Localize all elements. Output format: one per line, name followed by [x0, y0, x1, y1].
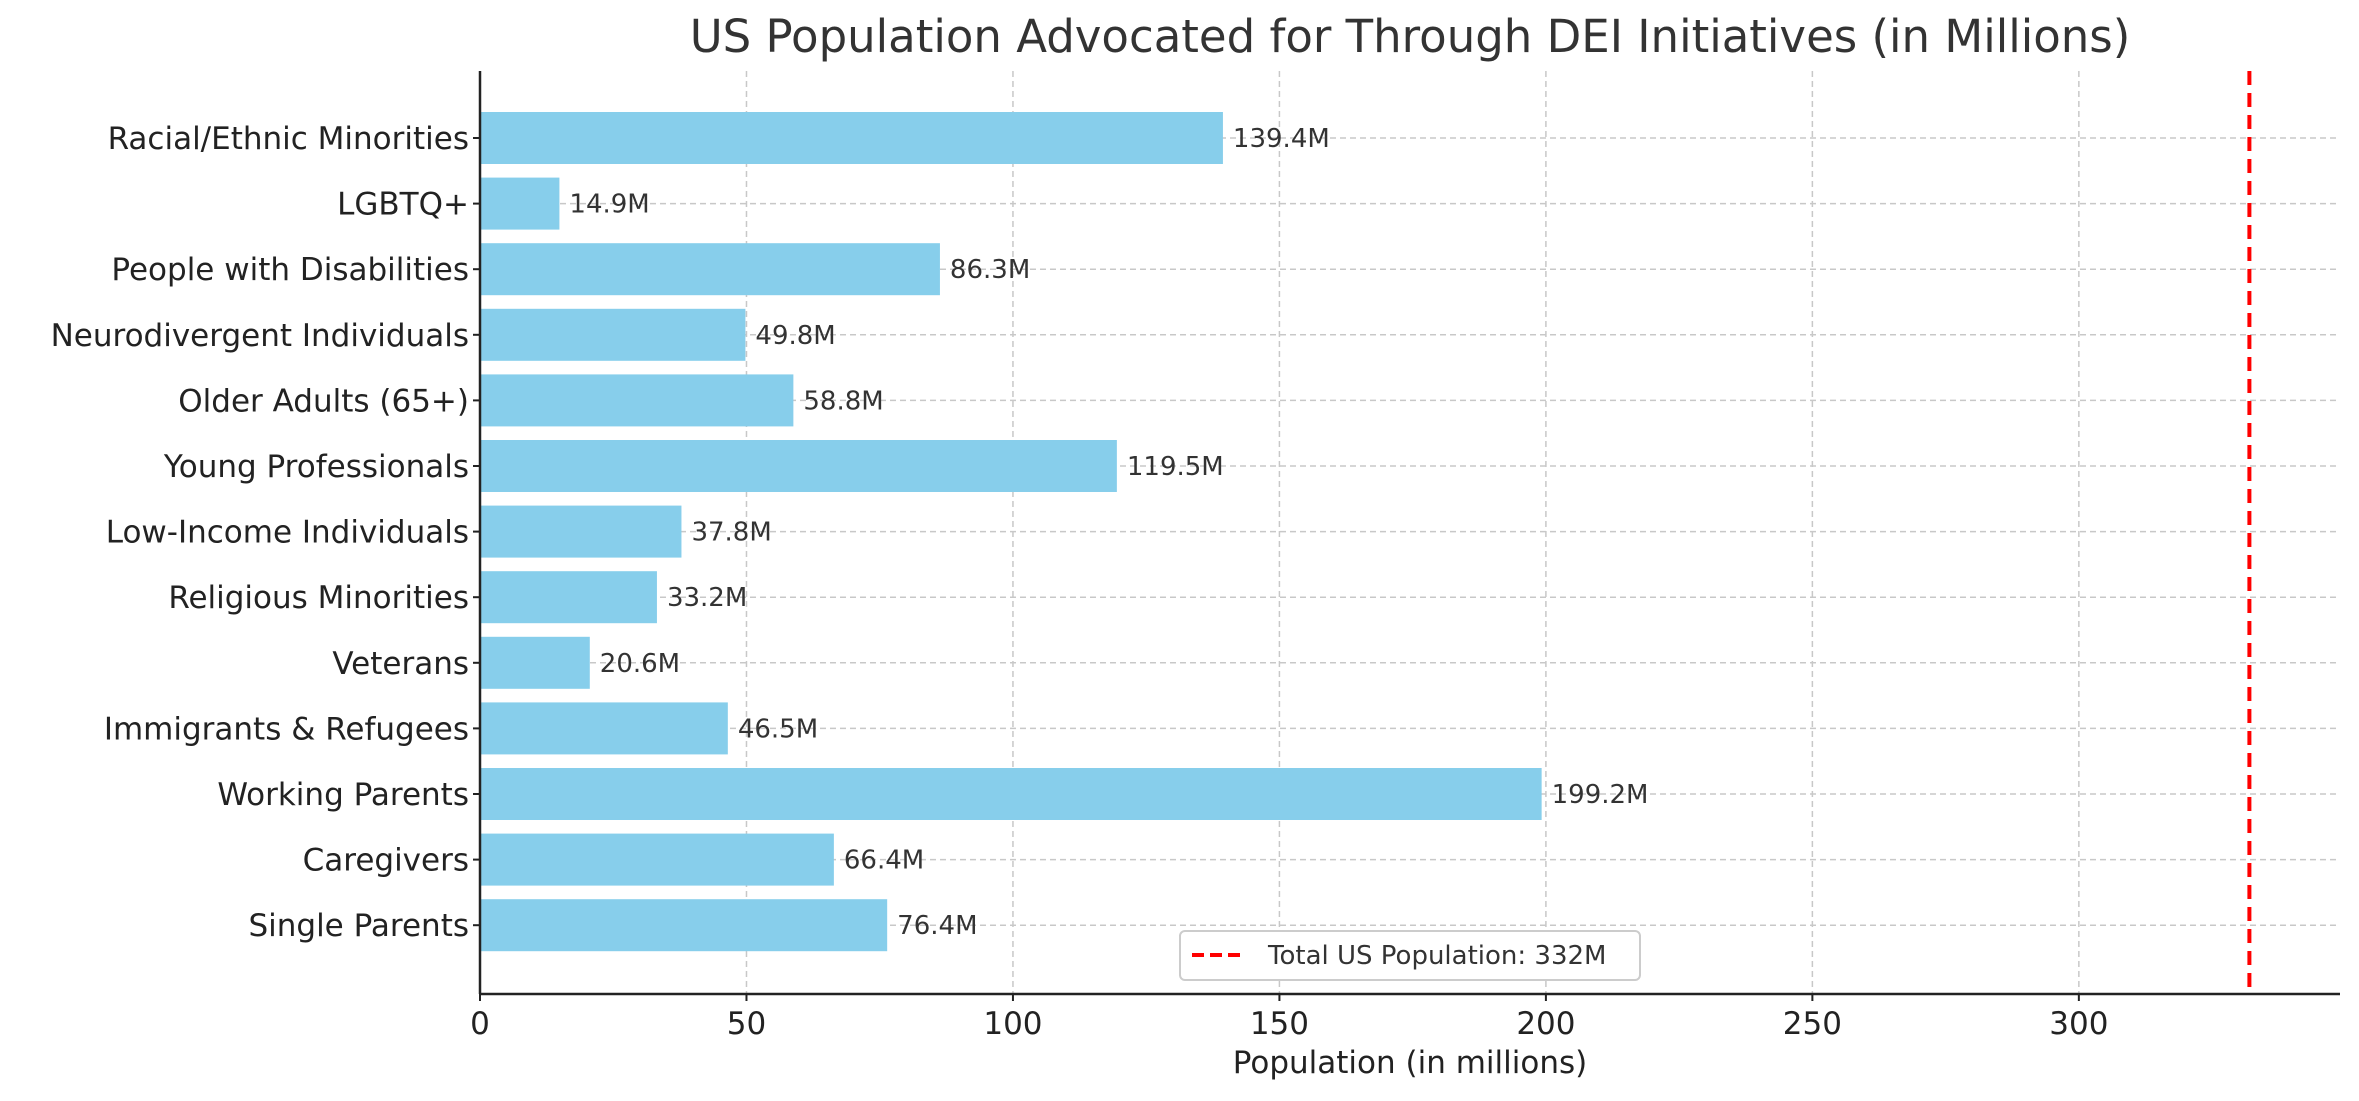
y-tick-label: Caregivers — [303, 843, 469, 879]
bar — [480, 571, 657, 624]
bar — [480, 112, 1223, 164]
legend: Total US Population: 332M — [1179, 930, 1641, 981]
bar-value-label: 58.8M — [803, 386, 883, 416]
bar — [480, 243, 940, 296]
bar-value-label: 46.5M — [738, 714, 818, 744]
y-tick-label: LGBTQ+ — [337, 187, 469, 223]
bar-value-label: 139.4M — [1233, 124, 1330, 154]
x-tick-label: 300 — [2049, 1006, 2108, 1042]
y-tick-label: Racial/Ethnic Minorities — [108, 121, 469, 157]
bar — [480, 505, 682, 558]
y-tick-label: Neurodivergent Individuals — [51, 318, 469, 354]
bar-value-label: 14.9M — [569, 190, 649, 220]
y-tick-label: Immigrants & Refugees — [104, 711, 469, 747]
bar-value-label: 37.8M — [691, 518, 771, 548]
chart-title: US Population Advocated for Through DEI … — [690, 10, 2131, 63]
x-tick-label: 250 — [1783, 1006, 1842, 1042]
y-tick-label: Young Professionals — [163, 449, 469, 485]
y-tick-label: Working Parents — [217, 777, 469, 813]
bar — [480, 768, 1542, 820]
bar-value-label: 76.4M — [897, 911, 977, 941]
bar-value-label: 86.3M — [950, 255, 1030, 285]
y-tick-label: People with Disabilities — [111, 252, 469, 288]
x-tick-label: 150 — [1250, 1006, 1309, 1042]
bar — [480, 440, 1117, 492]
x-axis-label: Population (in millions) — [1233, 1045, 1587, 1081]
bar-value-label: 49.8M — [755, 321, 835, 351]
bar — [480, 374, 794, 427]
bar-value-label: 199.2M — [1552, 780, 1649, 810]
bar — [480, 177, 560, 230]
y-tick-label: Veterans — [332, 646, 469, 682]
bar — [480, 308, 746, 361]
y-tick-label: Single Parents — [248, 908, 469, 944]
bar — [480, 833, 834, 886]
x-tick-label: 50 — [727, 1006, 766, 1042]
bar — [480, 636, 590, 689]
x-tick-label: 100 — [983, 1006, 1042, 1042]
legend-label: Total US Population: 332M — [1267, 941, 1606, 971]
bar — [480, 702, 728, 755]
y-tick-label: Older Adults (65+) — [178, 383, 469, 419]
bar — [480, 899, 888, 952]
y-tick-label: Religious Minorities — [168, 580, 469, 616]
bar-value-label: 66.4M — [844, 846, 924, 876]
bar-value-label: 119.5M — [1127, 452, 1224, 482]
legend-box — [1179, 930, 1641, 981]
x-tick-label: 200 — [1516, 1006, 1575, 1042]
x-tick-label: 0 — [470, 1006, 490, 1042]
bar-value-label: 33.2M — [667, 583, 747, 613]
bar-value-label: 20.6M — [600, 649, 680, 679]
y-tick-label: Low-Income Individuals — [106, 515, 469, 551]
